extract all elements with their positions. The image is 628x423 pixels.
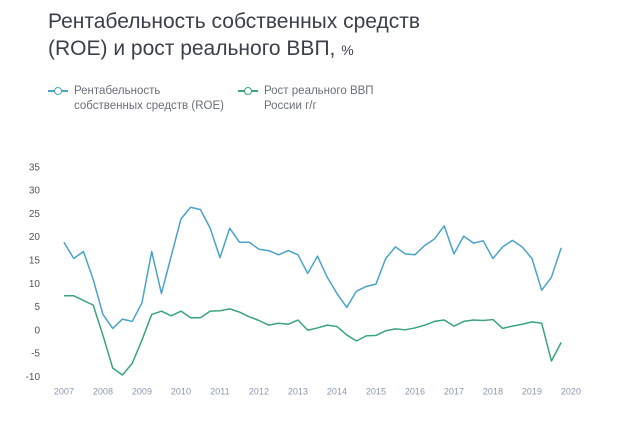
- x-tick-label: 2007: [54, 386, 74, 396]
- x-tick-label: 2020: [561, 386, 581, 396]
- y-tick-label: 35: [29, 162, 41, 173]
- chart-title: Рентабельность собственных средств (ROE)…: [48, 10, 421, 60]
- y-tick-label: 0: [34, 325, 40, 336]
- series-line: [63, 206, 562, 330]
- y-tick-label: 10: [29, 279, 41, 290]
- x-tick-label: 2018: [483, 386, 503, 396]
- legend-label: Рост реального ВВП России г/г: [264, 85, 374, 112]
- x-tick-label: 2012: [249, 386, 269, 396]
- y-tick-label: 5: [34, 302, 40, 313]
- x-tick-label: 2009: [132, 386, 152, 396]
- legend-swatch: [238, 87, 258, 95]
- y-tick-label: -10: [26, 372, 41, 383]
- y-tick-label: 15: [29, 255, 41, 266]
- x-tick-label: 2017: [444, 386, 464, 396]
- x-tick-label: 2014: [327, 386, 347, 396]
- unit: %: [341, 42, 354, 58]
- y-tick-label: 25: [29, 209, 41, 220]
- y-tick-label: -5: [31, 349, 40, 360]
- legend-label: Рентабельность собственных средств (ROE): [74, 85, 224, 112]
- x-tick-label: 2019: [522, 386, 542, 396]
- series-line: [63, 295, 562, 376]
- legend-item: Рост реального ВВП России г/г: [238, 84, 374, 114]
- y-tick-label: 20: [29, 232, 41, 243]
- x-tick-label: 2008: [93, 386, 113, 396]
- legend-item: Рентабельность собственных средств (ROE): [48, 84, 224, 114]
- x-tick-label: 2015: [366, 386, 386, 396]
- x-tick-label: 2013: [288, 386, 308, 396]
- x-tick-label: 2011: [210, 386, 229, 396]
- legend-swatch: [48, 87, 68, 95]
- y-tick-label: 30: [29, 186, 41, 197]
- chart-title-block: Рентабельность собственных средств (ROE)…: [48, 8, 468, 64]
- x-tick-label: 2016: [405, 386, 425, 396]
- x-tick-label: 2010: [171, 386, 191, 396]
